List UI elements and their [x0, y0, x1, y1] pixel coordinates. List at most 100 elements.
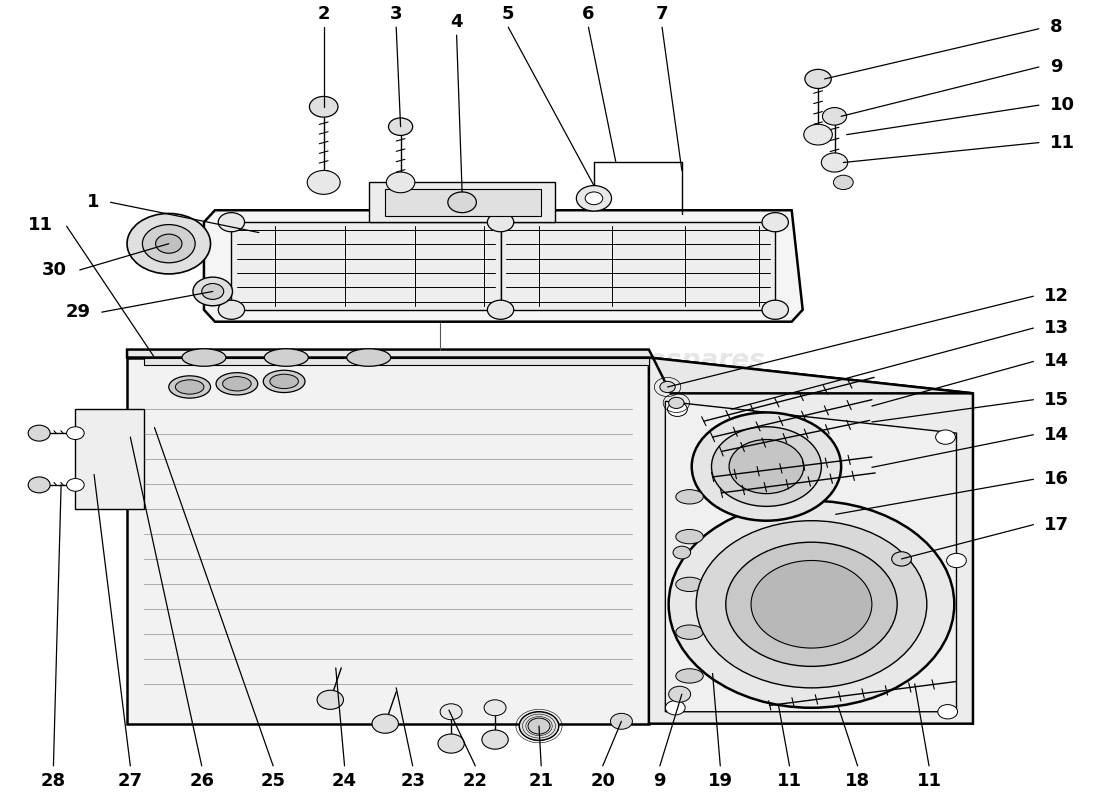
Text: 9: 9 — [653, 772, 667, 790]
Circle shape — [218, 213, 244, 232]
Circle shape — [372, 714, 398, 734]
Circle shape — [822, 153, 848, 172]
Circle shape — [947, 554, 967, 568]
Circle shape — [317, 690, 343, 710]
Circle shape — [448, 192, 476, 213]
Polygon shape — [368, 182, 556, 222]
Ellipse shape — [182, 349, 225, 366]
Circle shape — [666, 701, 685, 715]
Text: 11: 11 — [1049, 134, 1075, 151]
Text: 16: 16 — [1044, 470, 1069, 488]
Circle shape — [201, 283, 223, 299]
Circle shape — [669, 398, 684, 409]
Circle shape — [29, 425, 51, 441]
Text: 22: 22 — [463, 772, 487, 790]
Circle shape — [751, 561, 872, 648]
Circle shape — [762, 213, 789, 232]
Circle shape — [440, 704, 462, 720]
Text: eurospares: eurospares — [160, 563, 326, 590]
Circle shape — [585, 192, 603, 205]
Text: eurospares: eurospares — [598, 349, 766, 374]
Circle shape — [388, 118, 412, 135]
Text: 11: 11 — [777, 772, 802, 790]
Circle shape — [576, 186, 612, 211]
Ellipse shape — [675, 625, 703, 639]
Circle shape — [142, 225, 195, 262]
Circle shape — [484, 700, 506, 716]
Circle shape — [938, 705, 958, 719]
Ellipse shape — [168, 376, 210, 398]
Polygon shape — [666, 402, 957, 712]
Ellipse shape — [216, 373, 257, 395]
Text: 3: 3 — [389, 5, 403, 23]
Text: 5: 5 — [502, 5, 515, 23]
Text: 14: 14 — [1044, 353, 1069, 370]
Circle shape — [762, 300, 789, 319]
Circle shape — [823, 107, 847, 125]
Ellipse shape — [675, 578, 703, 591]
Text: 28: 28 — [41, 772, 66, 790]
Circle shape — [660, 382, 675, 393]
Ellipse shape — [346, 349, 390, 366]
Circle shape — [805, 70, 832, 89]
Circle shape — [669, 686, 691, 702]
Text: 8: 8 — [1049, 18, 1063, 36]
Circle shape — [482, 730, 508, 749]
Text: 1: 1 — [87, 194, 100, 211]
Text: 14: 14 — [1044, 426, 1069, 444]
Polygon shape — [231, 222, 500, 310]
Text: 12: 12 — [1044, 287, 1069, 306]
Ellipse shape — [222, 377, 251, 391]
Text: 18: 18 — [845, 772, 870, 790]
Text: 10: 10 — [1049, 96, 1075, 114]
Polygon shape — [649, 358, 974, 724]
Circle shape — [438, 734, 464, 753]
Circle shape — [307, 170, 340, 194]
Text: 15: 15 — [1044, 390, 1069, 409]
Circle shape — [936, 430, 956, 444]
Text: 21: 21 — [529, 772, 553, 790]
Circle shape — [729, 439, 804, 494]
Text: 11: 11 — [916, 772, 942, 790]
Circle shape — [673, 546, 691, 559]
Circle shape — [67, 478, 85, 491]
Text: eurospares: eurospares — [160, 349, 326, 374]
Ellipse shape — [675, 490, 703, 504]
Circle shape — [218, 300, 244, 319]
Circle shape — [487, 213, 514, 232]
Text: 30: 30 — [42, 261, 67, 279]
Ellipse shape — [175, 380, 204, 394]
Polygon shape — [385, 189, 541, 216]
Circle shape — [309, 97, 338, 117]
Text: 29: 29 — [66, 303, 91, 321]
Text: 27: 27 — [118, 772, 143, 790]
Text: 20: 20 — [591, 772, 615, 790]
Circle shape — [726, 542, 898, 666]
Polygon shape — [126, 358, 649, 724]
Polygon shape — [500, 222, 776, 310]
Circle shape — [892, 552, 912, 566]
Circle shape — [126, 214, 210, 274]
Circle shape — [519, 712, 559, 741]
Circle shape — [528, 718, 550, 734]
Circle shape — [804, 124, 833, 145]
Text: 13: 13 — [1044, 319, 1069, 337]
Circle shape — [696, 521, 927, 688]
Ellipse shape — [675, 669, 703, 683]
Polygon shape — [76, 410, 143, 509]
Circle shape — [487, 300, 514, 319]
Text: eurospares: eurospares — [598, 563, 766, 590]
Ellipse shape — [675, 530, 703, 544]
Text: 23: 23 — [400, 772, 426, 790]
Circle shape — [29, 477, 51, 493]
Ellipse shape — [264, 349, 308, 366]
Text: 26: 26 — [189, 772, 214, 790]
Circle shape — [610, 714, 632, 730]
Text: 4: 4 — [450, 13, 463, 31]
Circle shape — [67, 426, 85, 439]
Circle shape — [668, 402, 688, 417]
Polygon shape — [143, 358, 649, 366]
Text: 19: 19 — [707, 772, 733, 790]
Text: 17: 17 — [1044, 516, 1069, 534]
Circle shape — [386, 172, 415, 193]
